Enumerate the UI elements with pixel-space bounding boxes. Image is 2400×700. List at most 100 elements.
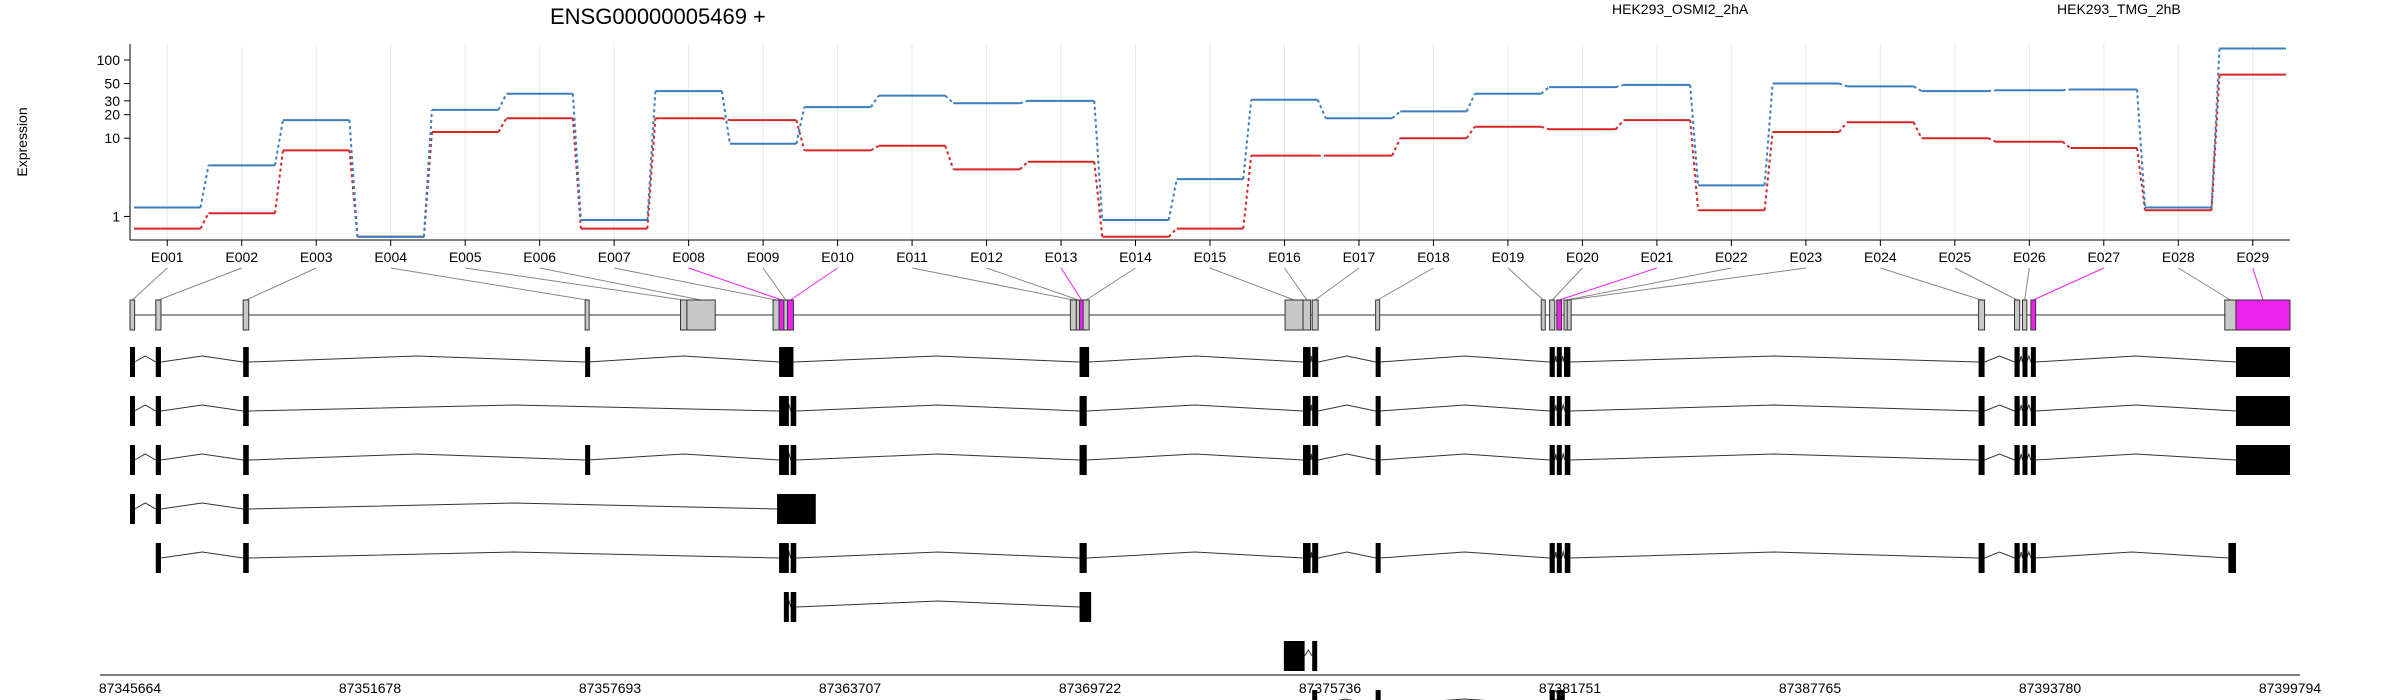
transcript-exon [1549, 347, 1555, 377]
transcript-exon [585, 445, 591, 475]
transcript-exon [1079, 396, 1087, 426]
intron [160, 355, 244, 363]
intron [1554, 551, 1558, 559]
exon-bin [1082, 299, 1090, 331]
x-tick-label: E027 [2087, 249, 2120, 265]
series-2-connector [1615, 83, 1624, 89]
transcript-exon [155, 347, 161, 377]
x-tick-label: E018 [1417, 249, 1450, 265]
series-1-connector [1540, 125, 1550, 131]
exon-bin [1302, 299, 1312, 331]
series-2-connector [1391, 110, 1401, 119]
intron [2035, 404, 2236, 412]
series-1-connector [497, 117, 508, 133]
transcript-exon [2014, 543, 2020, 573]
transcript-exon [1564, 543, 1571, 573]
intron [1310, 453, 1313, 461]
x-tick-label: E020 [1566, 249, 1599, 265]
transcript-exon [2022, 543, 2028, 573]
intron [2035, 453, 2236, 461]
intron [2019, 453, 2023, 461]
transcript-exon [1549, 445, 1555, 475]
bin-link [1209, 267, 1295, 301]
series-2-connector [1167, 178, 1178, 221]
exon-bin-track [129, 267, 2291, 331]
exon-bin [680, 299, 688, 331]
transcript-exon [1375, 347, 1381, 377]
bin-link [1060, 267, 1082, 301]
intron [160, 551, 244, 559]
transcript-exon [2030, 347, 2036, 377]
x-tick-label: E019 [1492, 249, 1525, 265]
bin-link [390, 267, 588, 301]
transcript-exon [1556, 396, 1562, 426]
intron [1561, 452, 1566, 461]
series-1-connector [2210, 74, 2221, 211]
x-tick-label: E010 [821, 249, 854, 265]
genomic-tick-label: 87363707 [819, 680, 882, 696]
y-tick-label: 30 [104, 93, 120, 109]
intron [160, 404, 244, 412]
transcript-exon [1375, 396, 1381, 426]
exon-bin [686, 299, 716, 331]
intron [1984, 404, 2015, 412]
intron [793, 355, 1080, 363]
series-1-connector [199, 212, 210, 230]
bin-link [790, 267, 838, 301]
transcript-exon [130, 347, 135, 377]
series-2-connector [1987, 89, 1997, 93]
transcript-exon [1564, 445, 1571, 475]
y-tick-label: 10 [104, 130, 120, 146]
genomic-tick-label: 87399794 [2259, 680, 2322, 696]
transcript-exon [243, 445, 249, 475]
transcript-exon [790, 396, 797, 426]
intron [2019, 404, 2023, 412]
exon-bin [1069, 299, 1077, 331]
series-1-connector [1242, 155, 1253, 229]
transcript-exon [1978, 347, 1985, 377]
exon-bin [786, 299, 794, 331]
transcript-exon [2022, 445, 2028, 475]
bin-link [2033, 267, 2104, 301]
series-1-connector [721, 117, 731, 122]
intron [134, 404, 157, 412]
series-2-connector [571, 93, 582, 221]
bin-link [614, 267, 777, 301]
bin-link [1377, 267, 1434, 301]
series-1-connector [2136, 147, 2147, 211]
series-2-connector [1093, 100, 1104, 221]
intron [248, 355, 586, 363]
transcript-exon [783, 347, 794, 377]
transcript-exon [130, 396, 135, 426]
intron [1561, 355, 1565, 363]
series-1-connector [1168, 227, 1178, 238]
intron [2019, 355, 2023, 363]
intron [1310, 355, 1313, 363]
transcript-exon [1312, 445, 1319, 475]
bin-link [1284, 267, 1308, 301]
transcript-exon [1312, 543, 1319, 573]
intron [1379, 404, 1550, 412]
transcript-exon [779, 347, 785, 377]
series-1-connector [944, 145, 955, 170]
exon-bin [1978, 299, 1986, 331]
bin-link [1559, 267, 1658, 301]
intron [2019, 551, 2023, 559]
transcript-exon [1312, 641, 1318, 671]
intron [1984, 551, 2015, 559]
transcript-exon [2022, 396, 2028, 426]
transcript-exon [783, 445, 789, 475]
series-2-connector [1316, 99, 1327, 119]
transcript-exon [783, 396, 789, 426]
x-tick-label: E005 [449, 249, 482, 265]
transcript-exon [155, 396, 161, 426]
legend-series-1: HEK293_OSMI2_2hA [1612, 1, 1749, 17]
bin-link [1880, 267, 1982, 301]
transcript-exon [2014, 347, 2020, 377]
transcript-exon [779, 445, 785, 475]
transcript-tracks [130, 347, 2290, 700]
intron [1310, 551, 1313, 559]
transcript-exon [585, 347, 591, 377]
intron [1443, 698, 1486, 700]
transcript-exon [783, 543, 789, 573]
